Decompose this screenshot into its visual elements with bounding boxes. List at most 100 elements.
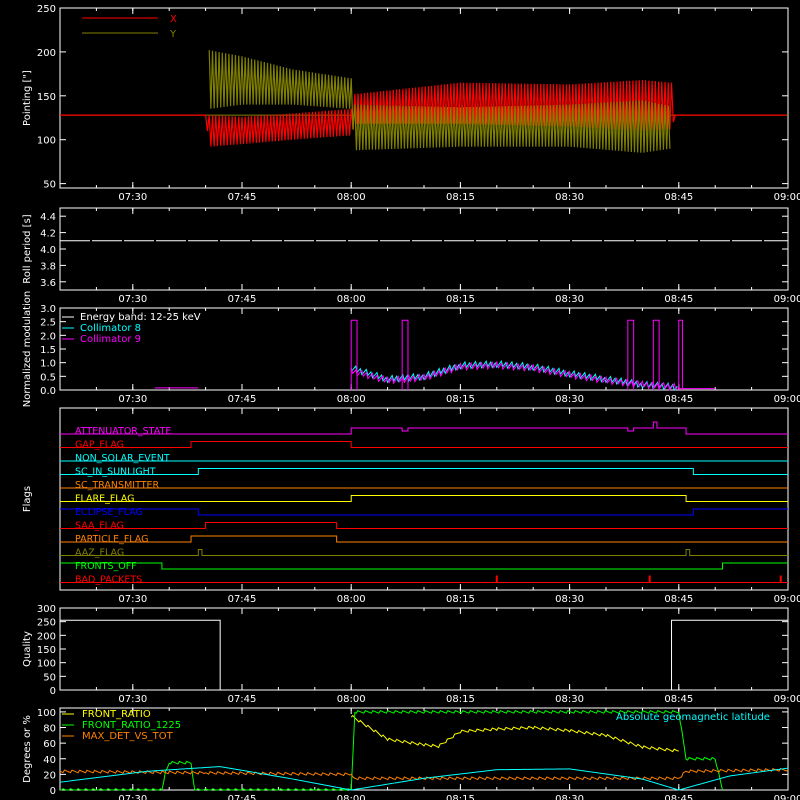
flag-trace bbox=[60, 535, 788, 543]
flag-trace bbox=[60, 468, 788, 475]
modulation-spike bbox=[627, 319, 635, 390]
y-axis-label: Roll period [s] bbox=[22, 214, 33, 283]
time-tick-label: 08:30 bbox=[555, 394, 584, 405]
y-tick-label: 1.5 bbox=[40, 345, 56, 356]
time-tick-label: 07:30 bbox=[118, 794, 147, 800]
legend-label: Collimator 9 bbox=[80, 334, 141, 345]
time-tick-label: 08:00 bbox=[337, 694, 366, 705]
y-tick-label: 0 bbox=[50, 786, 56, 797]
time-tick-label: 07:30 bbox=[118, 192, 147, 203]
time-tick-label: 07:45 bbox=[228, 694, 257, 705]
time-tick-label: 08:45 bbox=[664, 294, 693, 305]
y-tick-label: 100 bbox=[37, 136, 56, 147]
y-tick-label: 4.2 bbox=[40, 229, 56, 240]
legend-label: FRONT_RATIO_1225 bbox=[82, 720, 181, 731]
time-tick-label: 08:30 bbox=[555, 594, 584, 605]
time-tick-label: 09:00 bbox=[774, 192, 800, 203]
degrees-series bbox=[60, 710, 723, 791]
y-tick-label: 1.0 bbox=[40, 359, 56, 370]
time-tick-label: 08:15 bbox=[446, 794, 475, 800]
flag-trace bbox=[60, 508, 788, 516]
time-tick-label: 08:45 bbox=[664, 192, 693, 203]
degrees-series bbox=[59, 766, 789, 791]
time-tick-label: 09:00 bbox=[774, 594, 800, 605]
y-tick-label: 4.4 bbox=[40, 212, 56, 223]
time-tick-label: 08:30 bbox=[555, 192, 584, 203]
time-tick-label: 08:00 bbox=[337, 794, 366, 800]
time-tick-label: 07:45 bbox=[228, 294, 257, 305]
legend-label: Energy band: 12-25 keV bbox=[80, 312, 201, 323]
time-tick-label: 08:30 bbox=[555, 294, 584, 305]
degrees-series bbox=[350, 714, 679, 753]
time-tick-label: 08:15 bbox=[446, 294, 475, 305]
y-tick-label: 20 bbox=[43, 770, 56, 781]
time-tick-label: 08:45 bbox=[664, 794, 693, 800]
y-tick-label: 4.0 bbox=[40, 245, 56, 256]
modulation-spike bbox=[652, 319, 660, 390]
y-axis-label: Degrees or % bbox=[22, 715, 33, 783]
flag-label: SC_IN_SUNLIGHT bbox=[75, 467, 156, 478]
flag-label: ECLIPSE_FLAG bbox=[75, 507, 143, 518]
y-axis-label: Pointing ["] bbox=[22, 70, 33, 126]
flag-label: SC_TRANSMITTER bbox=[75, 480, 160, 491]
y-axis-label: Quality bbox=[22, 631, 33, 667]
panel-frame bbox=[59, 207, 789, 291]
time-tick-label: 07:30 bbox=[118, 694, 147, 705]
y-tick-label: 0.5 bbox=[40, 372, 56, 383]
time-tick-label: 09:00 bbox=[774, 394, 800, 405]
flag-trace bbox=[60, 549, 788, 556]
y-tick-label: 40 bbox=[43, 755, 56, 766]
legend-label: X bbox=[170, 14, 177, 25]
y-tick-label: 3.8 bbox=[40, 261, 56, 272]
time-tick-label: 08:15 bbox=[446, 192, 475, 203]
quality-trace bbox=[60, 619, 788, 691]
time-tick-label: 07:45 bbox=[228, 192, 257, 203]
y-tick-label: 80 bbox=[43, 724, 56, 735]
y-tick-label: 2.5 bbox=[40, 318, 56, 329]
time-tick-label: 08:45 bbox=[664, 394, 693, 405]
time-tick-label: 08:30 bbox=[555, 694, 584, 705]
modulation-spike bbox=[350, 319, 358, 390]
y-tick-label: 50 bbox=[43, 672, 56, 683]
flag-trace bbox=[60, 522, 788, 529]
y-axis-label: Normalized modulation bbox=[22, 291, 33, 408]
flag-label: NON_SOLAR_EVENT bbox=[75, 453, 170, 464]
time-tick-label: 07:30 bbox=[118, 294, 147, 305]
flag-label: GAP_FLAG bbox=[75, 440, 124, 451]
flag-trace bbox=[60, 495, 788, 502]
pointing-series-y bbox=[208, 50, 671, 153]
time-tick-label: 08:45 bbox=[664, 694, 693, 705]
modulation-spike bbox=[401, 319, 409, 390]
y-tick-label: 60 bbox=[43, 739, 56, 750]
y-tick-label: 2.0 bbox=[40, 331, 56, 342]
time-tick-label: 07:45 bbox=[228, 594, 257, 605]
time-tick-label: 08:15 bbox=[446, 394, 475, 405]
time-tick-label: 07:30 bbox=[118, 394, 147, 405]
flag-label: PARTICLE_FLAG bbox=[75, 534, 148, 545]
y-axis-label: Flags bbox=[22, 486, 33, 512]
y-tick-label: 0.0 bbox=[40, 386, 56, 397]
time-tick-label: 08:00 bbox=[337, 192, 366, 203]
time-tick-label: 09:00 bbox=[774, 794, 800, 800]
flag-label: FLARE_FLAG bbox=[75, 494, 135, 505]
time-tick-label: 08:15 bbox=[446, 694, 475, 705]
time-tick-label: 08:45 bbox=[664, 594, 693, 605]
legend-label: FRONT_RATIO bbox=[82, 709, 151, 720]
modulation-series bbox=[350, 360, 678, 391]
legend-label: MAX_DET_VS_TOT bbox=[82, 731, 174, 742]
time-tick-label: 07:45 bbox=[228, 794, 257, 800]
degrees-series bbox=[59, 767, 789, 781]
modulation-series bbox=[350, 359, 678, 392]
time-tick-label: 07:30 bbox=[118, 594, 147, 605]
time-tick-label: 09:00 bbox=[774, 294, 800, 305]
time-tick-label: 07:45 bbox=[228, 394, 257, 405]
legend-label: Collimator 8 bbox=[80, 323, 141, 334]
flag-label: AAZ_FLAG bbox=[75, 548, 124, 559]
flag-label: FRONTS_OFF bbox=[75, 561, 137, 572]
y-tick-label: 100 bbox=[37, 708, 56, 719]
time-tick-label: 08:15 bbox=[446, 594, 475, 605]
y-tick-label: 150 bbox=[37, 645, 56, 656]
y-tick-label: 200 bbox=[37, 631, 56, 642]
time-tick-label: 08:00 bbox=[337, 594, 366, 605]
